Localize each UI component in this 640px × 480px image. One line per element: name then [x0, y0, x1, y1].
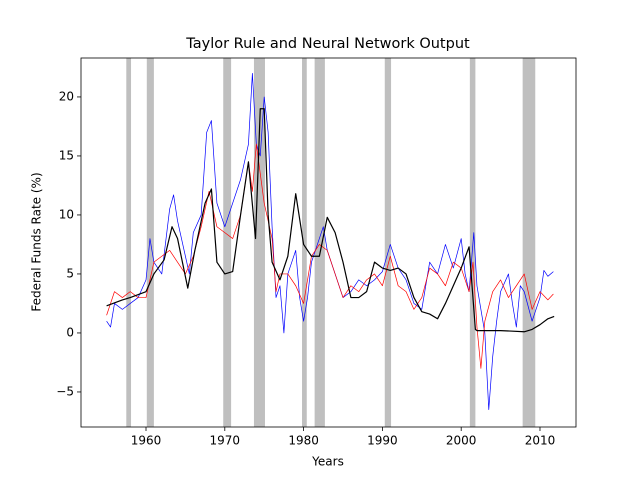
y-tick-label: 5: [66, 266, 74, 280]
y-tick-label: 0: [66, 325, 74, 339]
chart-title: Taylor Rule and Neural Network Output: [185, 36, 470, 52]
shaded-region: [469, 58, 476, 427]
shaded-region: [302, 58, 307, 427]
x-tick-label: 1970: [210, 434, 241, 448]
y-tick-label: 20: [59, 89, 74, 103]
y-axis-label: Federal Funds Rate (%): [30, 172, 44, 311]
shaded-region: [522, 58, 536, 427]
y-tick-label: 10: [59, 207, 74, 221]
x-tick-label: 1960: [131, 434, 162, 448]
x-tick-label: 1980: [288, 434, 319, 448]
shaded-region: [384, 58, 392, 427]
shaded-region: [253, 58, 265, 427]
x-tick-label: 2010: [525, 434, 556, 448]
shaded-region: [126, 58, 132, 427]
x-tick-label: 2000: [446, 434, 477, 448]
plot-area: 1960 1970 1980 1990 2000 2010 −5 0 5 10 15 20: [56, 57, 577, 448]
axes-frame: [80, 57, 577, 428]
shaded-region: [223, 58, 232, 427]
x-axis-label: Years: [311, 455, 344, 469]
data-line: [106, 108, 555, 333]
data-line: [106, 143, 554, 369]
y-tick-label: 15: [59, 148, 74, 162]
x-tick-label: 1990: [367, 434, 398, 448]
y-tick-label: −5: [56, 384, 74, 398]
shaded-region: [314, 58, 325, 427]
